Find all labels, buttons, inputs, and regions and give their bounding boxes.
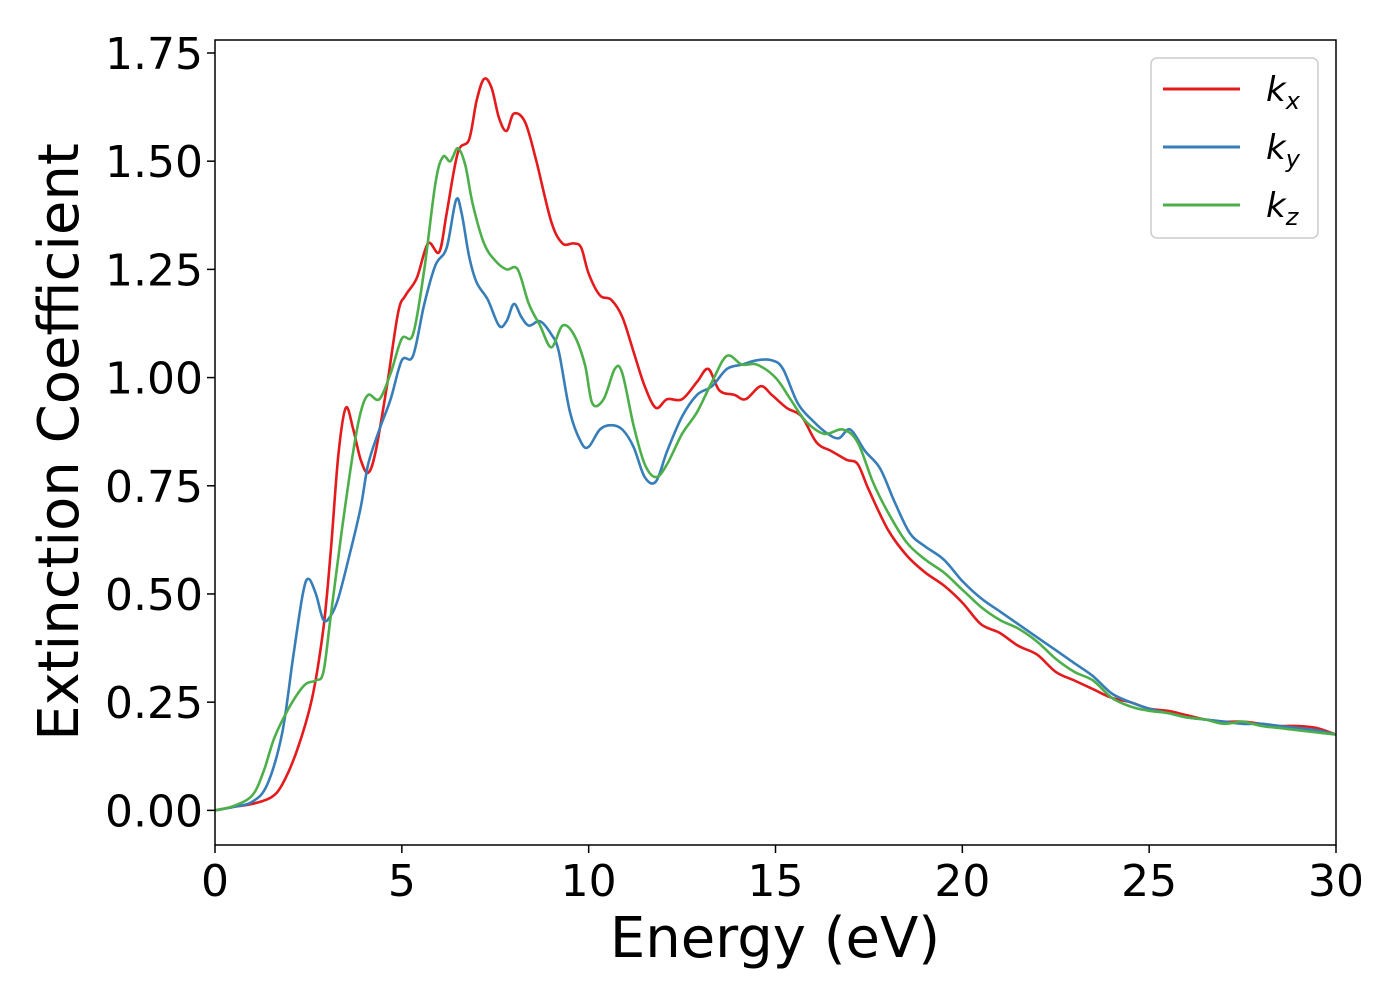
y-tick-label-4: 1.00 (105, 354, 203, 405)
x-tick-label-0: 0 (201, 856, 229, 907)
x-axis: 0 5 10 15 20 25 30 (201, 845, 1364, 907)
y-axis: 0.00 0.25 0.50 0.75 1.00 1.25 1.50 1.75 (105, 29, 215, 837)
x-tick-label-5: 25 (1121, 856, 1177, 907)
y-tick-label-3: 0.75 (105, 462, 203, 513)
series-line-ky (215, 197, 1336, 812)
x-tick-label-1: 5 (388, 856, 416, 907)
series-layer (215, 77, 1336, 812)
legend-label-kz: kz (1266, 186, 1300, 231)
legend: kx ky kz (1150, 57, 1319, 239)
x-tick-label-4: 20 (934, 856, 990, 907)
legend-label-ky: ky (1266, 128, 1301, 173)
y-tick-label-2: 0.50 (105, 570, 203, 621)
x-tick-label-6: 30 (1308, 856, 1364, 907)
y-axis-label: Extinction Coefficient (27, 143, 92, 741)
series-line-kx (215, 77, 1336, 812)
y-tick-label-7: 1.75 (105, 29, 203, 80)
legend-label-kx: kx (1266, 70, 1301, 115)
y-tick-label-1: 0.25 (105, 678, 203, 729)
x-tick-label-3: 15 (748, 856, 804, 907)
y-tick-label-6: 1.50 (105, 137, 203, 188)
x-tick-label-2: 10 (561, 856, 617, 907)
y-tick-label-0: 0.00 (105, 786, 203, 837)
x-axis-label: Energy (eV) (610, 906, 940, 971)
series-line-kz (215, 146, 1336, 812)
y-tick-label-5: 1.25 (105, 245, 203, 296)
